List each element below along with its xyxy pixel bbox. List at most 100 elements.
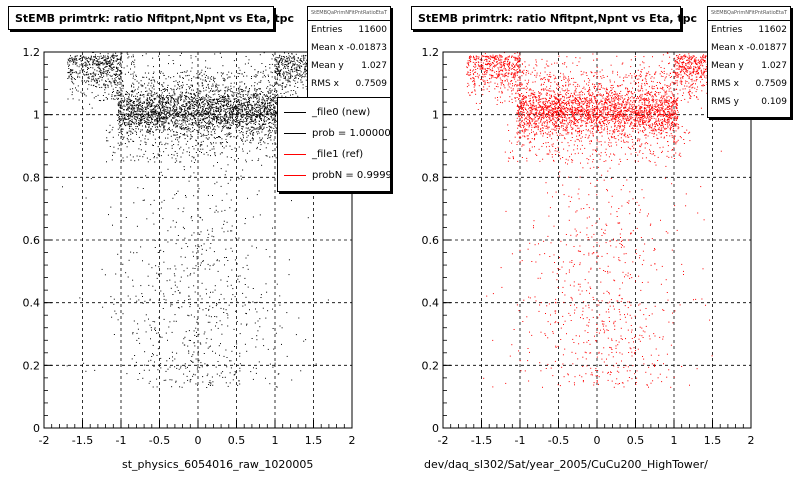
scatter-point	[270, 91, 272, 93]
scatter-point	[246, 111, 248, 113]
scatter-point	[179, 116, 181, 118]
scatter-point	[214, 126, 216, 128]
scatter-point	[220, 116, 222, 118]
scatter-point	[125, 91, 127, 93]
scatter-point	[290, 60, 292, 62]
scatter-point	[158, 119, 160, 121]
scatter-point	[167, 168, 169, 170]
scatter-point	[185, 103, 187, 104]
scatter-point	[85, 72, 87, 74]
scatter-point	[302, 54, 304, 56]
scatter-point	[73, 61, 74, 63]
scatter-point	[292, 58, 294, 60]
scatter-point	[270, 71, 272, 73]
scatter-point	[227, 119, 229, 121]
scatter-point	[244, 117, 246, 119]
scatter-point	[214, 102, 216, 104]
scatter-point	[199, 114, 201, 116]
scatter-point	[174, 93, 176, 95]
scatter-point	[161, 92, 163, 94]
scatter-point	[178, 307, 180, 309]
scatter-point	[233, 113, 235, 115]
scatter-point	[135, 128, 137, 130]
scatter-point	[105, 59, 107, 60]
scatter-point	[270, 112, 272, 114]
scatter-point	[256, 114, 258, 116]
scatter-point	[179, 108, 181, 110]
scatter-point	[254, 82, 256, 84]
scatter-point	[202, 381, 204, 383]
scatter-point	[254, 107, 256, 109]
scatter-point	[237, 113, 239, 115]
scatter-point	[142, 85, 144, 87]
scatter-point	[218, 119, 220, 121]
scatter-point	[297, 57, 299, 58]
scatter-point	[212, 90, 214, 92]
scatter-point	[124, 73, 126, 75]
scatter-point	[109, 62, 110, 64]
scatter-point	[164, 89, 166, 91]
scatter-point	[184, 118, 186, 120]
scatter-point	[233, 86, 235, 88]
scatter-point	[240, 113, 242, 115]
scatter-point	[181, 113, 183, 115]
scatter-point	[235, 121, 236, 122]
scatter-point	[157, 252, 159, 253]
scatter-point	[227, 88, 229, 90]
scatter-point	[72, 69, 74, 71]
scatter-point	[101, 61, 103, 63]
scatter-point	[189, 381, 191, 383]
scatter-point	[111, 63, 113, 65]
scatter-point	[171, 129, 173, 131]
scatter-point	[120, 73, 122, 74]
scatter-point	[274, 120, 275, 122]
scatter-point	[120, 107, 122, 109]
scatter-point	[113, 55, 115, 57]
scatter-point	[293, 55, 295, 57]
scatter-point	[218, 90, 220, 92]
scatter-point	[242, 105, 244, 107]
scatter-point	[248, 113, 250, 115]
scatter-point	[250, 103, 252, 105]
scatter-point	[298, 78, 299, 80]
scatter-point	[262, 338, 264, 340]
scatter-point	[74, 60, 76, 62]
scatter-point	[252, 109, 253, 111]
scatter-point	[228, 96, 230, 98]
scatter-point	[111, 316, 113, 318]
scatter-point	[185, 331, 187, 333]
scatter-point	[202, 108, 204, 110]
scatter-point	[104, 86, 106, 88]
scatter-point	[120, 124, 122, 125]
scatter-point	[242, 115, 244, 117]
scatter-point	[236, 77, 237, 79]
scatter-point	[231, 118, 233, 120]
scatter-point	[118, 109, 120, 111]
scatter-point	[276, 146, 278, 148]
scatter-point	[115, 87, 117, 88]
scatter-point	[238, 102, 240, 104]
scatter-point	[126, 137, 128, 139]
scatter-point	[85, 197, 87, 199]
scatter-point	[300, 81, 302, 83]
scatter-point	[193, 162, 195, 163]
scatter-point	[209, 126, 211, 127]
scatter-point	[265, 95, 267, 97]
scatter-point	[160, 273, 162, 275]
scatter-point	[281, 82, 283, 84]
scatter-point	[103, 73, 105, 75]
scatter-point	[225, 108, 227, 110]
scatter-point	[282, 58, 284, 60]
scatter-point	[117, 75, 119, 77]
scatter-point	[124, 113, 126, 115]
scatter-point	[140, 104, 142, 106]
scatter-point	[121, 93, 123, 95]
scatter-point	[220, 111, 222, 112]
scatter-point	[183, 382, 185, 384]
scatter-point	[195, 145, 197, 146]
scatter-point	[200, 262, 202, 264]
scatter-point	[106, 73, 108, 75]
scatter-point	[133, 83, 135, 85]
scatter-point	[137, 109, 139, 111]
scatter-point	[165, 106, 167, 108]
